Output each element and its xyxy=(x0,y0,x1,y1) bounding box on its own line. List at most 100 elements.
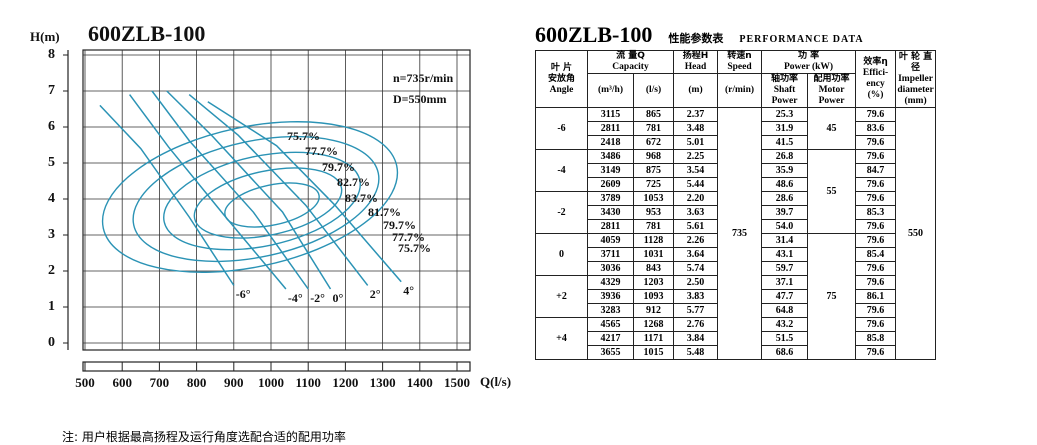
table-cell: 1203 xyxy=(632,275,675,290)
table-cell: 3.48 xyxy=(673,121,719,136)
table-cell: 912 xyxy=(632,303,675,318)
header-cell: 叶 片安放角 Angle xyxy=(535,50,588,108)
table-cell: 781 xyxy=(632,121,675,136)
curve-label: 0° xyxy=(333,291,344,305)
header: 叶 片 xyxy=(550,62,573,73)
table-cell: 1268 xyxy=(632,317,675,332)
table-cell: 54.0 xyxy=(761,219,809,234)
table-cell: 25.3 xyxy=(761,107,809,122)
table-cell: 37.1 xyxy=(761,275,809,290)
table-cell: 59.7 xyxy=(761,261,809,276)
x-tick-label: 1300 xyxy=(370,375,396,390)
header-cell: 功 率 Power (kW) xyxy=(761,50,857,74)
table-cell: 43.1 xyxy=(761,247,809,262)
x-tick-label: 600 xyxy=(112,375,132,390)
table-cell: 3936 xyxy=(587,289,634,304)
contour xyxy=(132,135,380,263)
x-tick-label: 1100 xyxy=(296,375,321,390)
header: Motor Power xyxy=(818,85,845,106)
table-cell: 26.8 xyxy=(761,149,809,164)
head-curve xyxy=(207,101,402,283)
header: (m) xyxy=(688,85,703,95)
table-title-en: PERFORMANCE DATA xyxy=(739,34,864,45)
table-cell: 41.5 xyxy=(761,135,809,150)
table-cell: 550 xyxy=(895,107,937,360)
table-cell: 3.84 xyxy=(673,331,719,346)
table-row: -4 3486 968 2.25 26.8 55 79.6 xyxy=(535,149,936,234)
table-cell: 2.37 xyxy=(673,107,719,122)
table-cell: 79.6 xyxy=(855,345,897,360)
table-cell: 875 xyxy=(632,163,675,178)
table-cell: 5.44 xyxy=(673,177,719,192)
curve-label: -2° xyxy=(310,291,325,305)
table-cell: 64.8 xyxy=(761,303,809,318)
table-cell: 48.6 xyxy=(761,177,809,192)
x-tick-label: 900 xyxy=(224,375,244,390)
y-tick-label: 1 xyxy=(48,299,55,314)
efficiency-label: 77.7% xyxy=(392,230,425,244)
header-cell: (l/s) xyxy=(632,73,675,108)
y-tick-label: 7 xyxy=(48,83,55,98)
table-cell: 843 xyxy=(632,261,675,276)
table-cell: 5.01 xyxy=(673,135,719,150)
table-cell: 79.6 xyxy=(855,191,897,206)
table-cell: 5.74 xyxy=(673,261,719,276)
table-cell: 953 xyxy=(632,205,675,220)
table-row: 3711 1031 3.64 43.1 85.4 xyxy=(536,247,936,262)
table-cell: 86.1 xyxy=(855,289,897,304)
header: 叶 轮 直 径 xyxy=(898,51,933,73)
table-cell: 672 xyxy=(632,135,675,150)
y-tick-label: 0 xyxy=(48,335,55,350)
table-cell: 79.6 xyxy=(855,107,897,122)
performance-table-block: 600ZLB-100 性能参数表 PERFORMANCE DATA 叶 片安放角… xyxy=(535,22,937,360)
curve-label: 4° xyxy=(403,284,414,298)
table-cell: 3115 xyxy=(587,107,634,122)
table-row: 2811 781 3.48 31.9 83.6 xyxy=(536,121,936,136)
table-cell: 3.83 xyxy=(673,289,719,304)
table-cell: 2.76 xyxy=(673,317,719,332)
efficiency-contours xyxy=(101,121,399,273)
header: 转速n xyxy=(727,51,752,61)
header: 安放角 xyxy=(547,73,575,84)
y-tick-label: 3 xyxy=(48,227,55,242)
table-cell: 5.61 xyxy=(673,219,719,234)
x-axis-label: Q(l/s) xyxy=(480,374,511,389)
table-cell: 5.77 xyxy=(673,303,719,318)
table-cell: -6 xyxy=(535,107,588,150)
table-cell: -4 xyxy=(535,149,588,192)
efficiency-label: 75.7% xyxy=(398,241,431,255)
y-tick-label: 4 xyxy=(48,191,55,206)
y-tick-label: 5 xyxy=(48,155,55,170)
table-cell: 2418 xyxy=(587,135,634,150)
header-cell: 流 量Q Capacity xyxy=(586,50,675,74)
header: Effici-ency xyxy=(862,68,889,89)
table-cell: 28.6 xyxy=(761,191,809,206)
table-cell: 1171 xyxy=(632,331,675,346)
table-title-cn: 性能参数表 xyxy=(668,32,724,45)
x-tick-label: 1200 xyxy=(332,375,358,390)
table-row: +2 4329 1203 2.50 37.1 79.6 xyxy=(535,275,936,318)
header: 效率η xyxy=(863,57,888,67)
x-tick-label: 500 xyxy=(75,375,95,390)
header: Shaft Power xyxy=(771,85,798,106)
table-title: 600ZLB-100 xyxy=(535,22,653,47)
table-cell: 3283 xyxy=(587,303,634,318)
chart-title: 600ZLB-100 xyxy=(88,21,205,46)
table-cell: 43.2 xyxy=(761,317,809,332)
table-cell: 968 xyxy=(632,149,675,164)
efficiency-label: 83.7% xyxy=(345,191,378,205)
table-cell: 725 xyxy=(632,177,675,192)
head-curve xyxy=(99,104,235,286)
header-cell: 配用功率 Motor Power xyxy=(807,73,857,108)
table-cell: 79.6 xyxy=(855,135,897,150)
contour xyxy=(163,151,361,251)
table-cell: 1053 xyxy=(632,191,675,206)
table-cell: 3430 xyxy=(587,205,634,220)
header-cell: 轴功率 Shaft Power xyxy=(761,73,809,108)
table-row: 2811 781 5.61 54.0 79.6 xyxy=(536,219,936,234)
table-cell: 3486 xyxy=(587,149,634,164)
header: 轴功率 xyxy=(771,74,799,84)
table-cell: 3.64 xyxy=(673,247,719,262)
contour xyxy=(193,167,343,239)
